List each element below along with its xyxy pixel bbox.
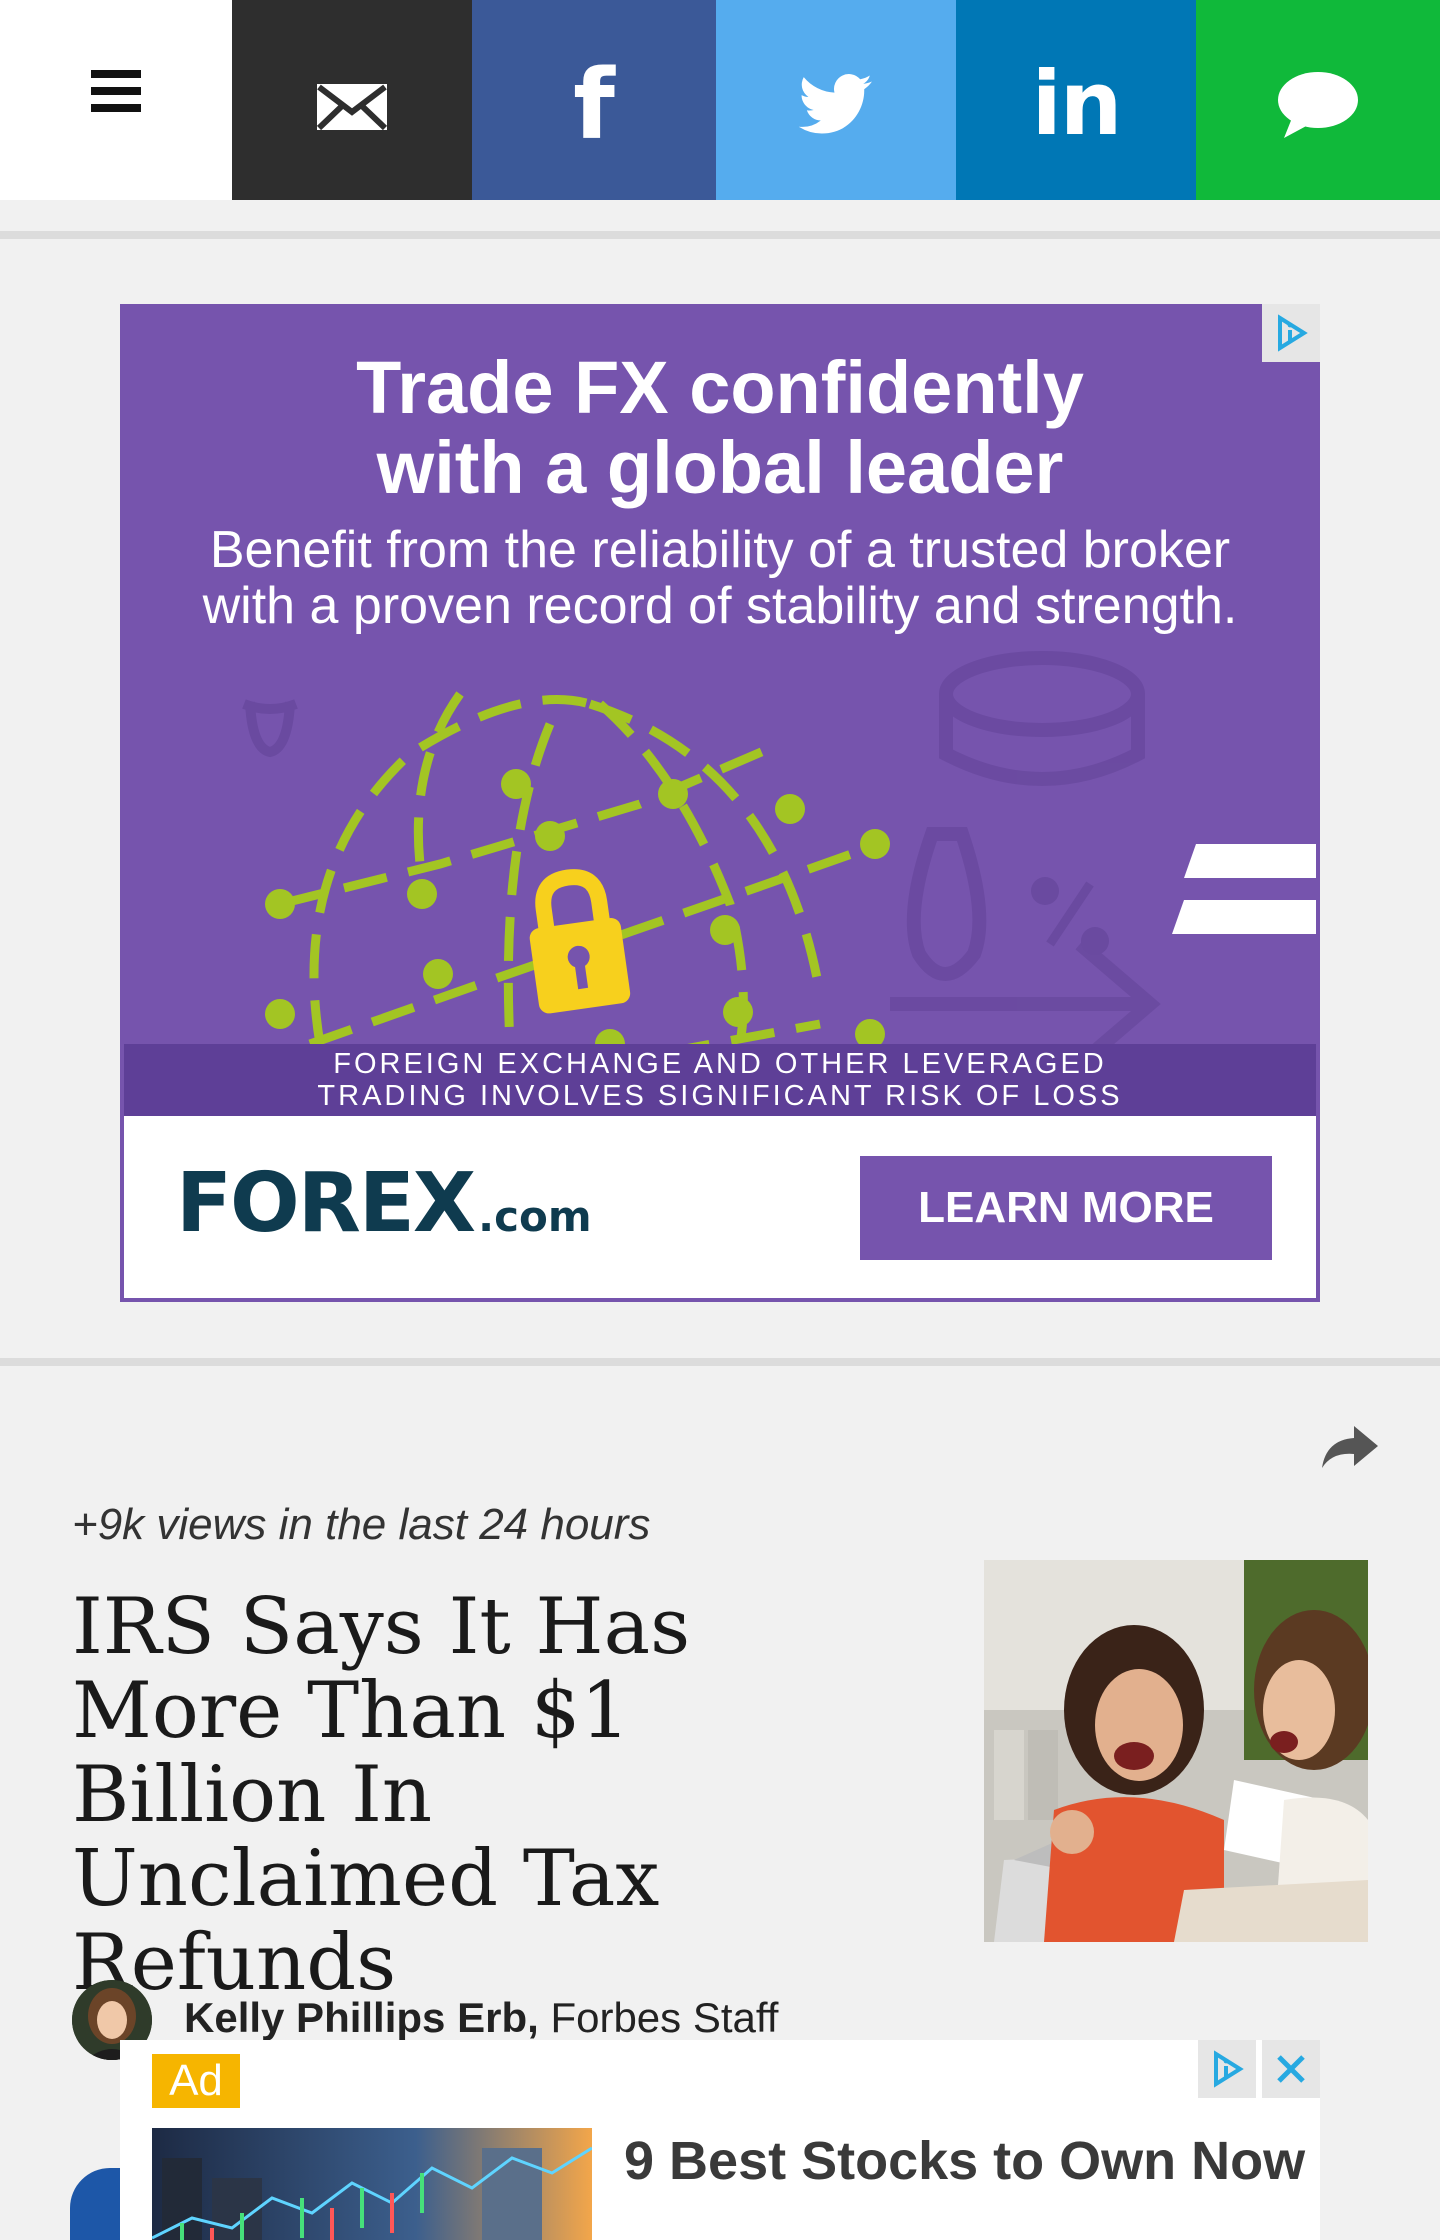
stock-market-image[interactable]: [152, 2128, 592, 2240]
share-email-button[interactable]: [232, 0, 472, 200]
author-text: Kelly Phillips Erb, Forbes Staff: [184, 1994, 778, 2042]
adchoices-icon[interactable]: [1198, 2040, 1256, 2098]
ad-headline-line1: Trade FX confidently: [356, 346, 1084, 429]
share-arrow-icon[interactable]: [1320, 1422, 1380, 1472]
share-bar: f in: [0, 0, 1440, 200]
article-thumbnail[interactable]: [984, 1560, 1368, 1942]
author-avatar[interactable]: [72, 1980, 152, 2060]
ad-subheadline-line2: with a proven record of stability and st…: [202, 577, 1238, 635]
ad-subheadline-line1: Benefit from the reliability of a truste…: [209, 521, 1231, 579]
learn-more-button[interactable]: LEARN MORE: [860, 1156, 1272, 1260]
sticky-bottom-ad[interactable]: Ad 9 Best Stocks t: [120, 2040, 1320, 2240]
envelope-icon: [316, 84, 388, 131]
facebook-icon: f: [573, 49, 615, 161]
forex-brand: FOREX: [176, 1156, 476, 1251]
ad-headline: Trade FX confidently with a global leade…: [120, 348, 1320, 508]
share-messages-button[interactable]: [1196, 0, 1440, 200]
share-linkedin-button[interactable]: in: [956, 0, 1196, 200]
forex-ad-banner[interactable]: Trade FX confidently with a global leade…: [120, 304, 1320, 1302]
divider: [0, 1358, 1440, 1366]
ad-subheadline: Benefit from the reliability of a truste…: [120, 522, 1320, 634]
adchoices-icon[interactable]: [1262, 304, 1320, 362]
share-twitter-button[interactable]: [716, 0, 956, 200]
share-facebook-button[interactable]: f: [472, 0, 716, 200]
author-role: Forbes Staff: [550, 1994, 779, 2041]
ad-badge: Ad: [152, 2054, 240, 2108]
hamburger-menu-icon: [91, 70, 141, 112]
forex-logo[interactable]: FOREX .com: [176, 1156, 592, 1251]
ad-footer: FOREX .com LEARN MORE: [124, 1116, 1316, 1298]
ad-risk-line2: TRADING INVOLVES SIGNIFICANT RISK OF LOS…: [317, 1080, 1123, 1112]
globe-lock-illustration: [242, 651, 1316, 1149]
linkedin-icon: in: [1031, 52, 1123, 155]
ad-risk-disclaimer: FOREIGN EXCHANGE AND OTHER LEVERAGED TRA…: [124, 1044, 1316, 1116]
ad-headline-line2: with a global leader: [376, 426, 1064, 509]
author-name[interactable]: Kelly Phillips Erb,: [184, 1994, 539, 2041]
sticky-ad-title[interactable]: 9 Best Stocks to Own Now: [624, 2131, 1306, 2191]
article-headline[interactable]: IRS Says It Has More Than $1 Billion In …: [72, 1582, 691, 2008]
menu-button[interactable]: [0, 0, 232, 200]
divider: [0, 231, 1440, 239]
close-ad-icon[interactable]: [1262, 2040, 1320, 2098]
view-count: +9k views in the last 24 hours: [72, 1500, 651, 1549]
twitter-bird-icon: [798, 74, 872, 134]
speech-bubble-icon: [1278, 72, 1358, 138]
ad-risk-line1: FOREIGN EXCHANGE AND OTHER LEVERAGED: [333, 1048, 1107, 1080]
forex-brand-suffix: .com: [478, 1192, 592, 1241]
